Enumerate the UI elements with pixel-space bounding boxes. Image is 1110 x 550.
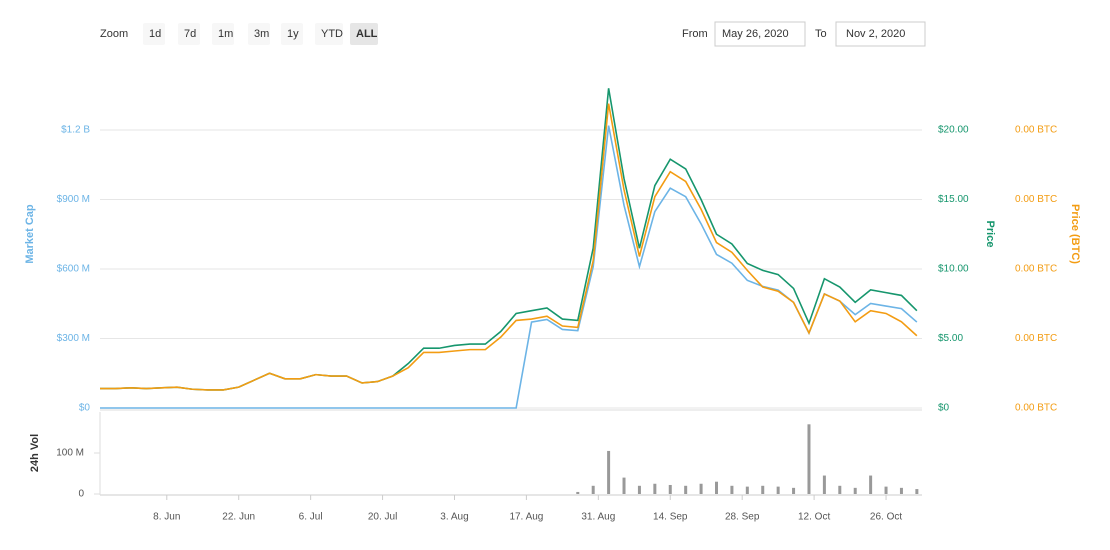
y-axis-title: Market Cap: [24, 204, 36, 264]
vol-bar: [684, 485, 688, 494]
vol-tick-label: 0: [78, 489, 84, 500]
x-tick-label: 8. Jun: [153, 512, 180, 523]
vol-bar: [607, 450, 611, 494]
series-line: [100, 88, 918, 391]
y3-tick-label: 0.00 BTC: [1015, 194, 1057, 205]
x-tick-label: 22. Jun: [222, 512, 255, 523]
y2-tick-label: $10.00: [938, 264, 969, 275]
x-tick-label: 6. Jul: [299, 512, 323, 523]
y-tick-label: $1.2 B: [61, 125, 90, 136]
y-tick-label: $600 M: [57, 264, 90, 275]
zoom-button-label[interactable]: YTD: [321, 28, 343, 40]
to-input[interactable]: [835, 21, 926, 47]
to-date[interactable]: Nov 2, 2020: [846, 28, 905, 40]
from-label: From: [682, 28, 708, 40]
zoom-button[interactable]: [315, 23, 343, 45]
y3-tick-label: 0.00 BTC: [1015, 333, 1057, 344]
vol-bar: [899, 487, 903, 494]
vol-bar: [576, 491, 580, 494]
zoom-label: Zoom: [100, 28, 128, 40]
x-tick-label: 28. Sep: [725, 512, 760, 523]
vol-bar: [653, 483, 657, 494]
zoom-button[interactable]: [281, 23, 303, 45]
vol-bar: [838, 485, 842, 494]
to-label: To: [815, 28, 827, 40]
series-line: [100, 125, 918, 409]
y-tick-label: $0: [79, 403, 91, 414]
x-tick-label: 12. Oct: [798, 512, 830, 523]
vol-bar: [699, 483, 703, 494]
zoom-button[interactable]: [143, 23, 165, 45]
y2-tick-label: $0: [938, 403, 950, 414]
vol-bar: [792, 487, 796, 494]
x-tick-label: 3. Aug: [440, 512, 468, 523]
zoom-button-label[interactable]: 1d: [149, 28, 161, 40]
vol-bar: [591, 485, 595, 494]
series-line: [100, 103, 918, 391]
x-tick-label: 20. Jul: [368, 512, 397, 523]
vol-bar: [869, 475, 873, 494]
vol-bar: [637, 485, 641, 494]
y3-axis-title: Price (BTC): [1069, 204, 1081, 264]
zoom-button-label[interactable]: 1y: [287, 28, 299, 40]
zoom-button[interactable]: [350, 23, 378, 45]
vol-bar: [730, 485, 734, 494]
y-tick-label: $900 M: [57, 194, 90, 205]
vol-bar: [776, 486, 780, 494]
x-tick-label: 17. Aug: [509, 512, 543, 523]
y2-tick-label: $5.00: [938, 333, 963, 344]
zoom-button[interactable]: [178, 23, 200, 45]
zoom-button-label[interactable]: 1m: [218, 28, 233, 40]
vol-bar: [822, 475, 826, 494]
vol-bar: [853, 487, 857, 494]
zoom-button-label[interactable]: 3m: [254, 28, 269, 40]
zoom-button-label[interactable]: 7d: [184, 28, 196, 40]
y-tick-label: $300 M: [57, 333, 90, 344]
y2-axis-title: Price: [984, 221, 996, 248]
x-tick-label: 26. Oct: [870, 512, 902, 523]
vol-tick-label: 100 M: [56, 448, 84, 459]
zoom-button[interactable]: [248, 23, 270, 45]
from-input[interactable]: [714, 21, 806, 47]
vol-bar: [761, 485, 765, 494]
from-date[interactable]: May 26, 2020: [722, 28, 789, 40]
zoom-button[interactable]: [212, 23, 234, 45]
y2-tick-label: $15.00: [938, 194, 969, 205]
vol-bar: [622, 477, 626, 494]
vol-axis-title: 24h Vol: [29, 434, 41, 472]
vol-bar: [807, 424, 811, 494]
vol-bar: [668, 484, 672, 494]
zoom-button-label[interactable]: ALL: [356, 28, 378, 40]
y2-tick-label: $20.00: [938, 125, 969, 136]
y3-tick-label: 0.00 BTC: [1015, 125, 1057, 136]
y3-tick-label: 0.00 BTC: [1015, 264, 1057, 275]
x-tick-label: 31. Aug: [581, 512, 615, 523]
x-tick-label: 14. Sep: [653, 512, 688, 523]
vol-bar: [915, 489, 919, 494]
vol-bar: [715, 481, 718, 494]
vol-bar: [745, 486, 749, 494]
y3-tick-label: 0.00 BTC: [1015, 403, 1057, 414]
vol-bar: [884, 486, 888, 494]
